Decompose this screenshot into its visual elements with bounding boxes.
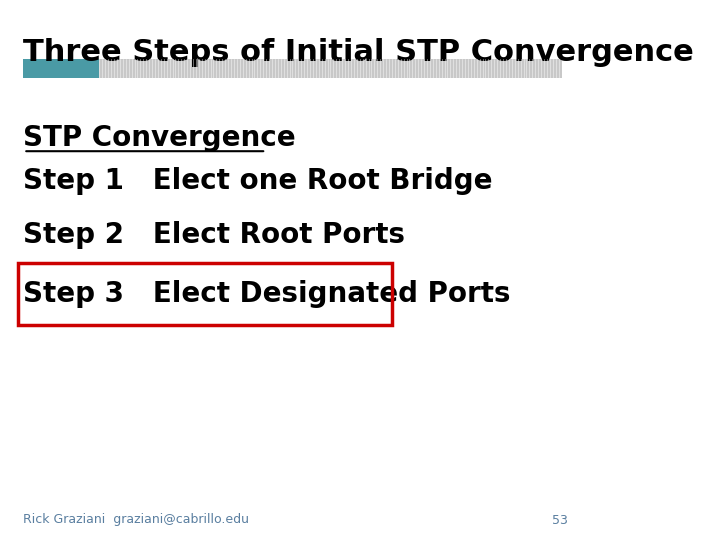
Text: Step 1   Elect one Root Bridge: Step 1 Elect one Root Bridge xyxy=(23,167,493,195)
Text: Step 3   Elect Designated Ports: Step 3 Elect Designated Ports xyxy=(23,280,511,308)
Text: Three Steps of Initial STP Convergence: Three Steps of Initial STP Convergence xyxy=(23,38,694,67)
Bar xyxy=(23,59,99,78)
Text: 53: 53 xyxy=(552,514,567,526)
Text: STP Convergence: STP Convergence xyxy=(23,124,296,152)
Text: Rick Graziani  graziani@cabrillo.edu: Rick Graziani graziani@cabrillo.edu xyxy=(23,514,249,526)
Bar xyxy=(99,59,562,78)
Text: Step 2   Elect Root Ports: Step 2 Elect Root Ports xyxy=(23,221,405,249)
